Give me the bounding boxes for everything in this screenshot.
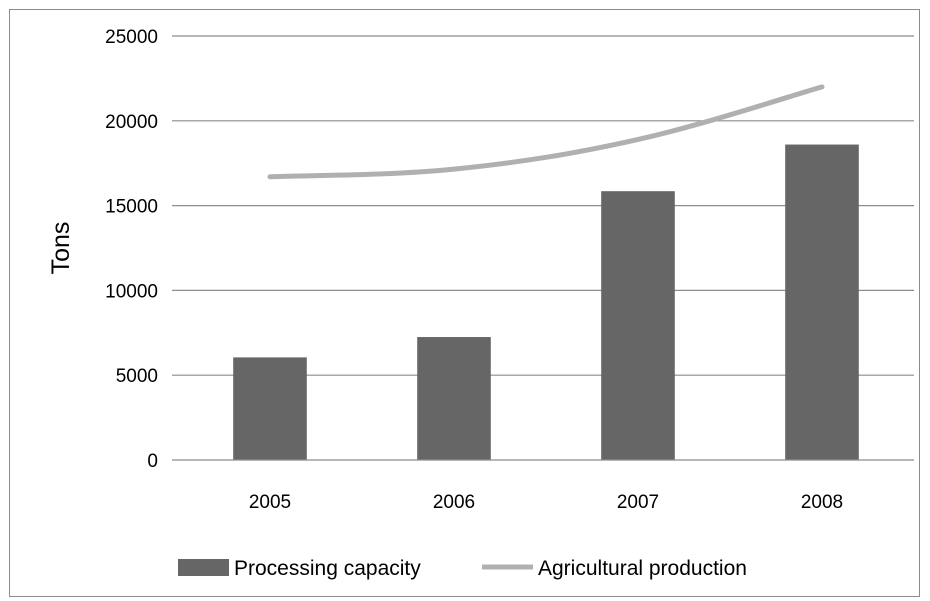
y-tick-label: 25000 bbox=[105, 27, 158, 48]
y-axis-title: Tons bbox=[47, 222, 75, 275]
y-tick-label: 15000 bbox=[105, 197, 158, 218]
x-tick-label: 2005 bbox=[249, 492, 291, 513]
y-tick-label: 5000 bbox=[116, 366, 158, 387]
legend: Processing capacity Agricultural product… bbox=[178, 557, 747, 580]
bar-2008 bbox=[785, 144, 859, 460]
line-series bbox=[267, 84, 825, 180]
line-agricultural-production bbox=[267, 84, 825, 180]
bars bbox=[233, 144, 859, 460]
bar-2007 bbox=[601, 191, 675, 460]
x-tick-label: 2008 bbox=[801, 492, 843, 513]
legend-swatch-processing-capacity bbox=[178, 559, 229, 576]
y-tick-label: 20000 bbox=[105, 112, 158, 133]
y-tick-labels: 0 5000 10000 15000 20000 25000 bbox=[105, 27, 158, 472]
x-tick-labels: 2005 2006 2007 2008 bbox=[249, 492, 843, 513]
bar-2005 bbox=[233, 357, 307, 460]
y-tick-label: 0 bbox=[147, 451, 158, 472]
legend-label-processing-capacity: Processing capacity bbox=[234, 557, 421, 580]
chart-frame bbox=[9, 9, 920, 597]
x-tick-label: 2006 bbox=[433, 492, 475, 513]
bar-2006 bbox=[417, 337, 491, 460]
x-tick-label: 2007 bbox=[617, 492, 659, 513]
legend-label-agricultural-production: Agricultural production bbox=[538, 557, 747, 580]
y-tick-label: 10000 bbox=[105, 281, 158, 302]
